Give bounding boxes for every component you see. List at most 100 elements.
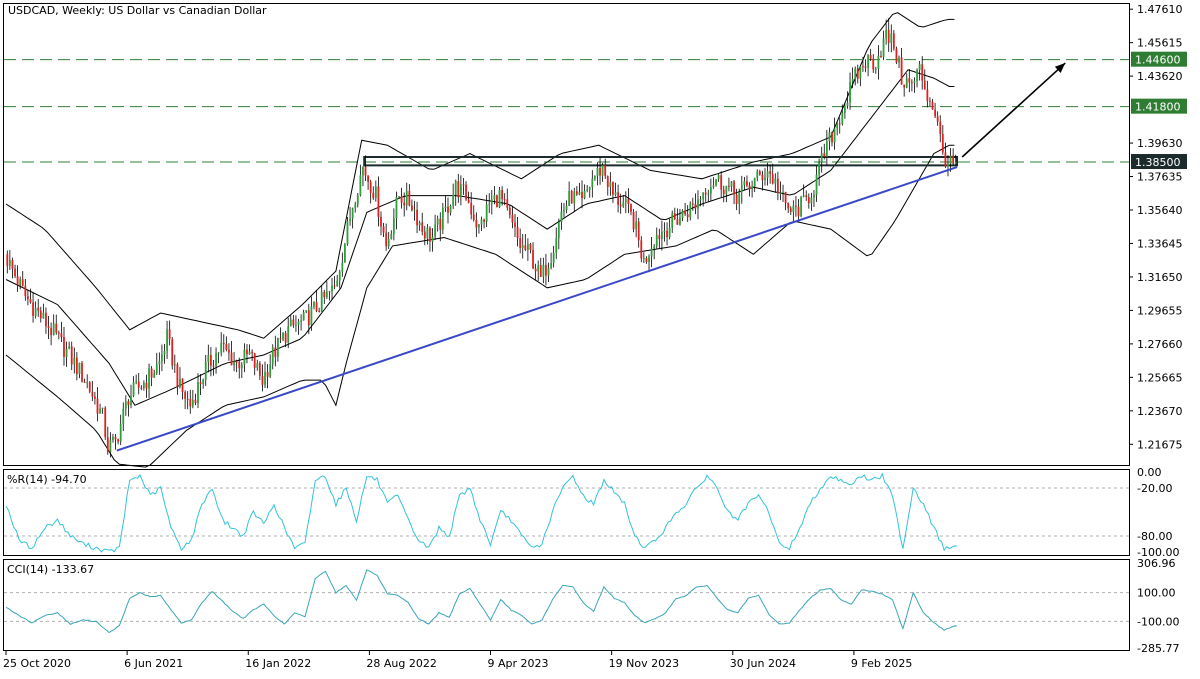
candle-body	[490, 199, 493, 204]
candle-body	[771, 173, 774, 184]
candle-body	[256, 363, 259, 368]
candle-body	[99, 408, 101, 414]
candle-body	[712, 185, 715, 188]
candle-body	[828, 132, 831, 142]
level-label-bg-1	[1131, 98, 1187, 114]
candle-body	[6, 254, 9, 266]
candle-body	[307, 310, 310, 326]
candle-body	[511, 214, 514, 223]
candle-body	[663, 230, 666, 232]
candle-body	[426, 227, 429, 239]
candle-body	[276, 338, 279, 357]
candle-body	[642, 258, 645, 260]
candle-body	[109, 439, 112, 453]
candle-body	[498, 189, 501, 208]
candle-body	[449, 205, 452, 213]
candle-body	[251, 351, 254, 354]
candle-body	[418, 222, 421, 226]
candle-body	[661, 231, 663, 239]
candle-body	[145, 382, 148, 389]
candle-body	[617, 192, 619, 205]
candle-body	[377, 186, 380, 217]
candle-body	[416, 209, 418, 226]
candle-body	[63, 337, 65, 357]
candle-body	[284, 332, 287, 343]
candle-body	[179, 378, 181, 387]
candle-body	[684, 210, 687, 215]
candle-body	[681, 210, 684, 218]
candle-body	[359, 175, 362, 196]
candle-body	[952, 155, 955, 164]
candle-body	[447, 206, 449, 213]
time-tick-label-4: 9 Apr 2023	[488, 657, 549, 670]
candle-body	[346, 221, 349, 245]
candle-body	[836, 123, 839, 129]
candle-body	[859, 66, 862, 79]
candle-body	[720, 175, 723, 190]
candle-body	[910, 82, 913, 84]
candle-body	[225, 344, 228, 350]
candle-body	[186, 398, 189, 400]
candle-body	[81, 362, 83, 382]
price-layer: 1.44600 1.41800 1.38500	[4, 12, 1187, 468]
candle-body	[702, 192, 705, 200]
candle-body	[815, 174, 818, 195]
candle-body	[367, 175, 370, 182]
candle-body	[127, 401, 130, 406]
candle-body	[302, 312, 305, 321]
candle-body	[344, 244, 346, 263]
candle-body	[730, 181, 733, 187]
candle-body	[124, 401, 127, 409]
candle-body	[70, 346, 73, 365]
time-tick-label-5: 19 Nov 2023	[609, 657, 679, 670]
candle-body	[323, 291, 326, 298]
candle-body	[890, 33, 893, 43]
candle-body	[715, 179, 717, 186]
candle-body	[91, 391, 94, 397]
candle-body	[341, 262, 344, 272]
level-label-bg-2	[1131, 154, 1187, 170]
candle-body	[57, 332, 60, 334]
candle-body	[11, 259, 14, 269]
candle-body	[501, 189, 504, 200]
candle-body	[709, 187, 712, 194]
candle-body	[171, 339, 174, 366]
williams-r-title: %R(14) -94.70	[7, 473, 87, 486]
candle-body	[843, 105, 846, 113]
candle-body	[37, 307, 40, 311]
candle-body	[895, 48, 898, 63]
williams-panel-border	[3, 469, 1130, 556]
candle-body	[776, 178, 779, 193]
candle-body	[480, 219, 483, 225]
candle-body	[274, 347, 277, 357]
candle-body	[529, 243, 532, 250]
cci-panel-border	[3, 559, 1130, 651]
candle-body	[83, 381, 86, 383]
candle-body	[168, 329, 171, 340]
candle-body	[637, 221, 640, 241]
candle-body	[650, 248, 653, 257]
candle-body	[877, 55, 880, 69]
candle-body	[880, 55, 882, 57]
candle-body	[261, 375, 264, 385]
candle-body	[122, 408, 125, 425]
wr-tick-label-1: -20.00	[1137, 482, 1172, 495]
candle-body	[385, 232, 388, 247]
candle-body	[390, 233, 393, 240]
candle-body	[202, 379, 205, 385]
candle-body	[591, 178, 594, 188]
candle-body	[550, 262, 552, 269]
candle-body	[635, 221, 638, 230]
candle-body	[189, 399, 192, 407]
candle-body	[658, 235, 661, 239]
candle-body	[459, 184, 462, 198]
candle-body	[655, 235, 658, 247]
candle-body	[52, 323, 55, 336]
candle-body	[619, 204, 622, 207]
candle-body	[825, 141, 828, 157]
candle-body	[555, 238, 558, 253]
price-tick-label-4: 1.37635	[1137, 171, 1183, 184]
candle-body	[916, 70, 918, 82]
candle-body	[310, 306, 313, 326]
